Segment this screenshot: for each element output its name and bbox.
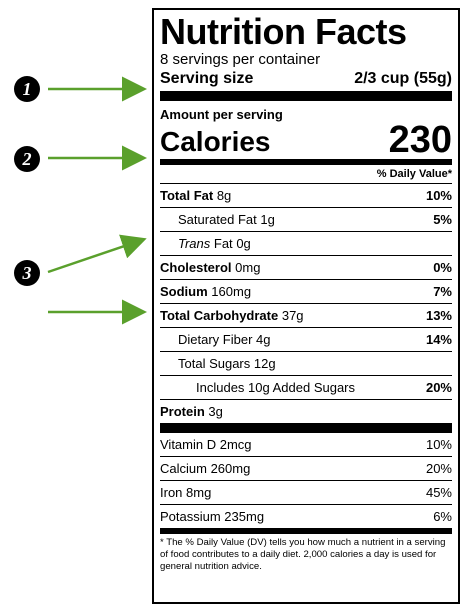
nutrient-name: Sodium: [160, 284, 208, 299]
nutrient-amount: 0mg: [235, 260, 261, 275]
nutrient-name: Trans: [178, 236, 211, 251]
nutrient-amount: 37g: [281, 308, 304, 323]
nutrient-name: Cholesterol: [160, 260, 232, 275]
amount-per-serving: Amount per serving: [160, 107, 283, 122]
thick-divider: [160, 91, 452, 101]
vitamin-name: Calcium 260mg: [160, 461, 251, 476]
nutrient-amount: 8g: [216, 188, 232, 203]
vitamin-name: Iron 8mg: [160, 485, 212, 500]
nutrient-name: Total Carbohydrate: [160, 308, 279, 323]
thick-divider: [160, 423, 452, 433]
vitamin-row-iron: Iron 8mg 45%: [160, 481, 452, 505]
nutrient-name-rest: Fat: [213, 236, 233, 251]
nutrient-row-added-sugars: Includes 10g Added Sugars 20%: [160, 376, 452, 400]
marker-1: 1: [14, 76, 40, 102]
nutrient-amount: 160mg: [211, 284, 252, 299]
vitamin-name: Potassium 235mg: [160, 509, 265, 524]
nutrient-name: Includes 10g Added Sugars: [196, 380, 356, 395]
nutrient-row-total-sugars: Total Sugars 12g: [160, 352, 452, 376]
medium-divider: [160, 159, 452, 165]
serving-size-label: Serving size: [160, 70, 254, 87]
nutrient-row-sodium: Sodium 160mg 7%: [160, 280, 452, 304]
nutrient-row-cholesterol: Cholesterol 0mg 0%: [160, 256, 452, 280]
nutrient-row-saturated-fat: Saturated Fat 1g 5%: [160, 208, 452, 232]
nutrition-label: Nutrition Facts 8 servings per container…: [152, 8, 460, 604]
nutrient-name: Total Sugars: [178, 356, 251, 371]
nutrient-row-dietary-fiber: Dietary Fiber 4g 14%: [160, 328, 452, 352]
nutrient-name: Total Fat: [160, 188, 214, 203]
calories-value: 230: [388, 119, 452, 161]
label-title: Nutrition Facts: [160, 11, 407, 52]
nutrient-row-protein: Protein 3g: [160, 400, 452, 423]
footnote: * The % Daily Value (DV) tells you how m…: [160, 537, 446, 572]
vitamin-dv: 10%: [425, 437, 452, 452]
vitamin-row-potassium: Potassium 235mg 6%: [160, 505, 452, 528]
nutrient-dv: 14%: [425, 332, 452, 347]
marker-3: 3: [14, 260, 40, 286]
nutrient-amount: 1g: [260, 212, 275, 227]
nutrient-dv: 10%: [425, 188, 452, 203]
nutrient-amount: 12g: [253, 356, 276, 371]
servings-per-container: 8 servings per container: [160, 51, 321, 68]
vitamin-row-vitamin-d: Vitamin D 2mcg 10%: [160, 433, 452, 457]
medium-divider: [160, 528, 452, 534]
nutrient-dv: 20%: [425, 380, 452, 395]
nutrient-dv: 7%: [433, 284, 452, 299]
nutrient-dv: 5%: [433, 212, 452, 227]
daily-value-header: % Daily Value*: [160, 165, 452, 184]
vitamin-name: Vitamin D 2mcg: [160, 437, 252, 452]
nutrient-name: Dietary Fiber: [178, 332, 253, 347]
arrow-saturated-fat: [47, 234, 147, 274]
nutrient-name: Protein: [160, 404, 205, 419]
nutrient-dv: 0%: [433, 260, 452, 275]
nutrient-amount: 0g: [236, 236, 251, 251]
serving-size-row: Serving size 2/3 cup (55g): [160, 69, 452, 89]
nutrient-amount: 3g: [208, 404, 223, 419]
nutrient-amount: 4g: [256, 332, 271, 347]
marker-2: 2: [14, 146, 40, 172]
calories-row: Calories 230: [160, 119, 452, 161]
vitamin-row-calcium: Calcium 260mg 20%: [160, 457, 452, 481]
vitamin-dv: 6%: [433, 509, 452, 524]
nutrient-row-total-fat: Total Fat 8g 10%: [160, 184, 452, 208]
vitamin-dv: 45%: [425, 485, 452, 500]
nutrient-row-total-carbohydrate: Total Carbohydrate 37g 13%: [160, 304, 452, 328]
vitamin-dv: 20%: [425, 461, 452, 476]
calories-label: Calories: [160, 126, 271, 157]
nutrient-dv: 13%: [425, 308, 452, 323]
nutrient-name: Saturated Fat: [178, 212, 257, 227]
nutrient-row-trans-fat: Trans Fat 0g: [160, 232, 452, 256]
serving-size-value: 2/3 cup (55g): [354, 70, 452, 87]
